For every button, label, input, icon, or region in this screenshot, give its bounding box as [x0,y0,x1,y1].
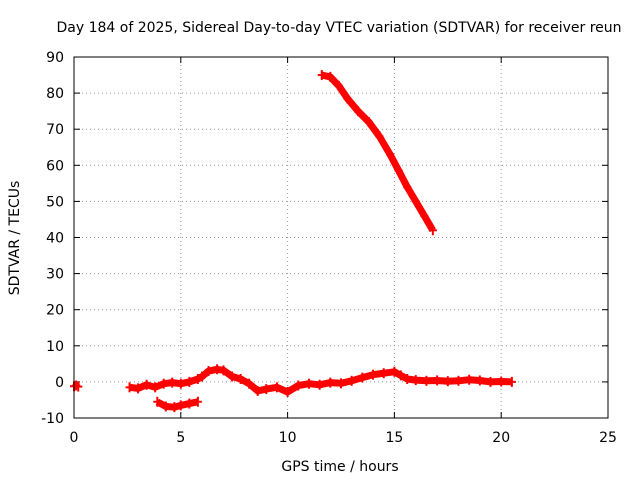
data-point [420,210,429,221]
data-point [193,374,202,385]
y-tick-label: 90 [46,50,64,66]
x-tick-label: 10 [279,430,297,446]
x-axis-label: GPS time / hours [281,459,398,475]
y-tick-label: 80 [46,86,64,102]
data-point [386,149,395,160]
data-point [74,381,83,392]
data-point [304,378,313,389]
data-point [193,396,202,407]
data-point [272,382,281,393]
x-tick-label: 20 [492,430,510,446]
data-point [347,375,356,386]
data-point [326,71,335,82]
y-tick-label: 0 [55,375,64,391]
y-tick-label: 10 [46,339,64,355]
data-point [326,377,335,388]
x-tick-label: 0 [70,430,79,446]
data-point [142,379,151,390]
data-point [369,369,378,380]
y-tick-label: 20 [46,303,64,319]
data-point [204,366,213,377]
x-tick-label: 5 [176,430,185,446]
data-point [283,387,292,398]
data-point [428,225,437,236]
data-series-segment [321,71,436,233]
data-point [337,378,345,389]
data-point [315,379,324,390]
chart-title: Day 184 of 2025, Sidereal Day-to-day VTE… [56,20,621,36]
data-point [465,374,474,385]
y-axis-label: SDTVAR / TECUs [7,181,23,296]
data-point [253,385,262,396]
data-point [151,382,160,393]
data-point [134,383,143,394]
data-point [185,398,194,409]
data-point [403,181,412,192]
data-point [396,370,405,381]
data-point [411,375,420,386]
y-tick-label: 60 [46,158,64,174]
y-tick-label: 70 [46,122,64,138]
data-point [159,378,168,389]
data-point [390,366,399,377]
data-point [153,396,162,407]
data-point [170,402,179,413]
data-point [262,384,271,395]
plot-frame [73,56,609,419]
data-point [454,375,463,386]
data-point [168,377,177,388]
data-point [161,401,170,412]
y-tick-label: -10 [41,411,64,427]
axis-ticks: 0 5 10 15 20 25 -10 0 10 20 30 40 50 60 70 80 90 [41,50,617,446]
y-tick-label: 50 [46,194,64,210]
data-point [411,196,420,207]
data-point [364,116,373,127]
data-point [443,376,452,387]
x-tick-label: 15 [385,430,403,446]
data-point [375,131,384,142]
data-point [403,374,412,385]
data-point [317,70,326,81]
data-point [198,371,207,382]
y-tick-label: 30 [46,267,64,283]
data-point [358,372,367,383]
data-point [379,368,388,379]
data-point [422,375,431,386]
data-point [475,375,484,386]
data-point [497,376,506,387]
data-point [486,376,495,387]
data-marks [70,70,516,413]
data-point [185,376,194,387]
data-point [228,371,237,382]
data-point [354,106,363,117]
data-point [219,365,228,376]
data-point [245,378,254,389]
data-point [125,382,134,393]
data-point [433,375,442,386]
data-point [343,93,352,104]
data-point [507,376,516,387]
data-point [236,374,245,385]
data-point [213,364,222,375]
data-point [294,380,303,391]
grid-lines [74,57,608,418]
data-point [334,80,343,91]
x-tick-label: 25 [599,430,617,446]
y-tick-label: 40 [46,231,64,247]
data-point [176,378,185,389]
data-point [176,400,185,411]
data-point [394,165,403,176]
